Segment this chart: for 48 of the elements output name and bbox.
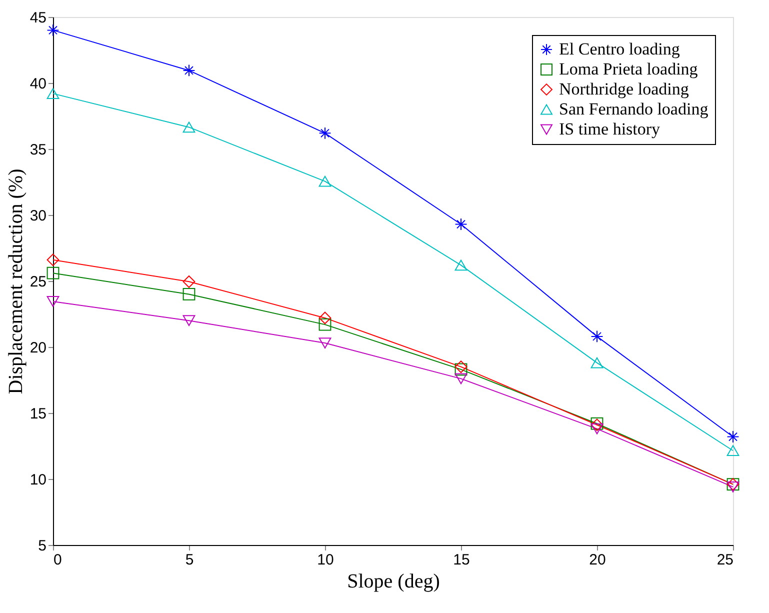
x-tick-label: 10 bbox=[317, 552, 334, 568]
y-tick-label: 20 bbox=[30, 340, 46, 356]
point bbox=[318, 312, 332, 324]
point bbox=[454, 360, 468, 373]
point bbox=[182, 122, 196, 133]
x-tick-label: 25 bbox=[716, 552, 734, 568]
point bbox=[726, 445, 740, 456]
point bbox=[590, 357, 604, 368]
y-tick-label: 15 bbox=[30, 406, 46, 422]
legend-label: El Centro loading bbox=[559, 40, 680, 58]
point bbox=[318, 176, 332, 187]
point bbox=[46, 88, 60, 99]
point bbox=[726, 481, 740, 492]
y-tick-label: 25 bbox=[30, 274, 46, 290]
y-tick-label: 30 bbox=[30, 208, 46, 224]
point bbox=[454, 218, 468, 230]
legend-label: San Fernando loading bbox=[559, 100, 709, 118]
point bbox=[46, 254, 60, 266]
point bbox=[726, 430, 740, 443]
point bbox=[590, 423, 604, 434]
x-tick-label: 15 bbox=[453, 552, 470, 568]
point bbox=[182, 64, 196, 77]
legend-label: Northridge loading bbox=[559, 80, 690, 98]
point bbox=[182, 288, 196, 300]
point bbox=[590, 330, 604, 343]
y-tick-label: 35 bbox=[30, 142, 46, 158]
y-tick-label: 40 bbox=[30, 76, 46, 92]
point bbox=[182, 315, 196, 326]
point bbox=[46, 24, 60, 36]
x-axis-title: Slope (deg) bbox=[347, 570, 440, 592]
x-tick-label: 5 bbox=[185, 552, 194, 568]
point bbox=[454, 260, 468, 271]
point bbox=[46, 296, 60, 307]
legend-label: IS time history bbox=[559, 120, 661, 138]
point bbox=[318, 318, 332, 331]
point bbox=[182, 275, 196, 288]
point bbox=[454, 373, 468, 384]
y-tick-label: 45 bbox=[30, 10, 46, 26]
y-tick-label: 5 bbox=[38, 538, 46, 554]
point bbox=[318, 126, 332, 140]
x-tick-label: 20 bbox=[589, 552, 606, 568]
y-tick-label: 10 bbox=[30, 472, 46, 488]
x-tick-label: 0 bbox=[54, 552, 62, 568]
point bbox=[46, 266, 60, 280]
point bbox=[454, 363, 468, 376]
legend-label: Loma Prieta loading bbox=[559, 60, 698, 78]
point bbox=[318, 338, 332, 348]
y-axis-title: Displacement reduction (%) bbox=[4, 168, 27, 394]
